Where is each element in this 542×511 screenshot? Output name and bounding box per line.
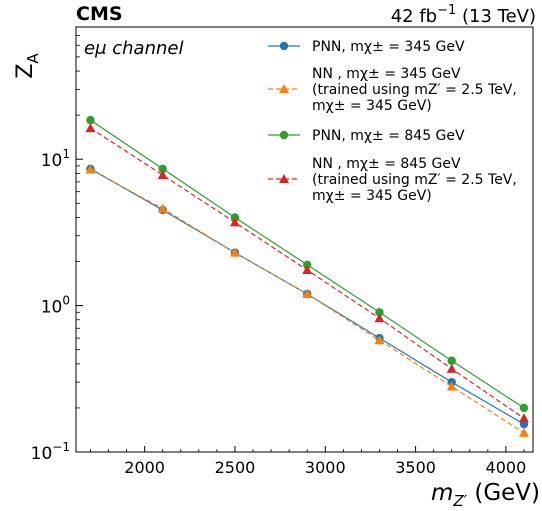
x-tick-label: 3500 (395, 458, 436, 477)
series-3-point (86, 115, 95, 125)
legend-marker-4 (279, 174, 289, 183)
series-4-point (302, 265, 313, 275)
x-tick-label: 4000 (486, 458, 527, 477)
series-4-point (446, 363, 457, 373)
legend-marker-3 (279, 130, 289, 140)
energy-label: (13 TeV) (456, 6, 536, 27)
series-4-point (157, 170, 168, 180)
series-2-point (157, 203, 168, 213)
series-2-line (90, 169, 525, 434)
x-axis-label-sub: Z′ (452, 492, 467, 507)
series-4-point (229, 217, 240, 227)
y-tick-label: 101 (41, 147, 70, 171)
experiment-label: CMS (76, 3, 123, 25)
series-2-point (85, 164, 96, 174)
series-3-point (519, 403, 529, 413)
series-2-point (518, 427, 529, 437)
x-axis-label: mZ′ (GeV) (431, 480, 540, 507)
legend-label-2: mχ± = 345 GeV) (312, 98, 432, 114)
x-axis-label-unit: (GeV) (467, 480, 540, 506)
plot-area: 2000 2500 3000 3500 4000 10−1 100 101 (31, 26, 529, 477)
series-3-point (447, 356, 456, 365)
legend-label-4: NN , mχ± = 845 GeV (312, 156, 461, 172)
series-4-point (85, 123, 96, 133)
series-4-point (518, 413, 529, 423)
x-tick-label: 2000 (124, 458, 165, 477)
legend-label-2: (trained using mZ′ = 2.5 TeV, (312, 82, 517, 98)
series-2-point (374, 335, 385, 345)
series-3-point (303, 260, 312, 269)
series-2-point (229, 247, 240, 257)
series-3-point (375, 308, 384, 317)
legend-label-3: PNN, mχ± = 845 GeV (312, 128, 465, 144)
luminosity-exponent: −1 (437, 3, 456, 18)
legend-label-1: PNN, mχ± = 345 GeV (312, 39, 465, 55)
series-3-point (158, 164, 167, 173)
y-tick-label: 100 (41, 294, 70, 318)
x-axis-label-m: m (431, 480, 453, 506)
x-tick-label: 3000 (305, 458, 346, 477)
y-axis-label: ZA (13, 53, 42, 79)
x-tick-label: 2500 (215, 458, 256, 477)
channel-label: eμ channel (84, 38, 183, 59)
legend-label-2: NN , mχ± = 345 GeV (312, 66, 461, 82)
legend-label-4: (trained using mZ′ = 2.5 TeV, (312, 172, 517, 188)
y-axis-label-main: Z (13, 64, 38, 79)
legend-marker-2 (279, 84, 289, 93)
series-2-point (302, 289, 313, 299)
y-tick-label: 10−1 (31, 440, 70, 464)
legend-marker-1 (279, 41, 289, 51)
plot-frame (75, 26, 534, 453)
series-4-point (374, 313, 385, 323)
luminosity-value: 42 fb (391, 6, 437, 27)
luminosity-label: 42 fb−1 (13 TeV) (391, 3, 536, 27)
series-2-point (446, 381, 457, 391)
y-axis-label-sub: A (24, 53, 42, 64)
legend-label-4: mχ± = 345 GeV) (312, 188, 432, 204)
